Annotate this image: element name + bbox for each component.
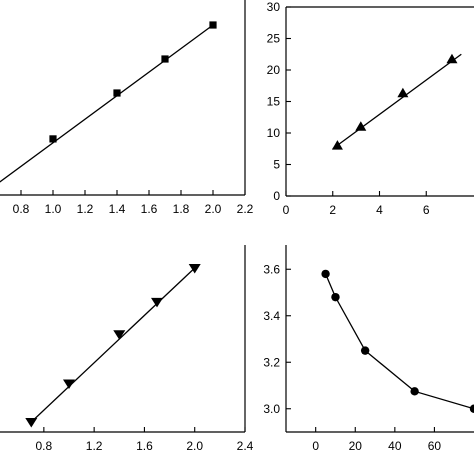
panel-a-x-tick-label: 1.8 <box>173 202 190 216</box>
panel-d-series-line <box>324 273 474 410</box>
panel-a: 0.8 1.0 1.2 1.4 1.6 1.8 2.0 2.2 <box>0 0 254 216</box>
panel-c: 0.8 1.2 1.6 2.0 2.4 <box>0 245 254 453</box>
panel-b-x-tick-label: 0 <box>283 203 290 217</box>
panel-c-x-tick-label: 2.0 <box>186 439 203 453</box>
panel-d-x-tick-label: 20 <box>349 439 363 453</box>
panel-d-y-tick-label: 3.2 <box>263 355 280 369</box>
panel-b-y-tick-label: 10 <box>267 126 281 140</box>
panel-a-data-point <box>209 21 217 29</box>
panel-c-data-point <box>188 264 201 274</box>
panel-d-data-point <box>331 292 340 302</box>
panel-b-y-tick-label: 20 <box>267 63 281 77</box>
panel-b-y-tick-label: 30 <box>267 0 281 14</box>
panel-d: 0 20 40 60 3.0 3.2 3.4 3.6 <box>263 245 474 453</box>
panel-c-x-tick-label: 1.6 <box>136 439 153 453</box>
panel-a-data-point <box>113 89 121 97</box>
panel-b-data-point <box>355 121 367 131</box>
panel-c-data-point <box>151 297 163 308</box>
panel-a-data-point <box>161 55 169 63</box>
panel-d-y-tick-label: 3.6 <box>263 262 280 276</box>
panel-b-x-tick-label: 2 <box>329 203 336 217</box>
panel-c-x-tick-label: 0.8 <box>36 439 53 453</box>
panel-a-x-tick-label: 1.2 <box>77 202 94 216</box>
panel-b-data-point <box>446 53 458 64</box>
panel-c-data-point <box>25 418 38 428</box>
panel-b-y-tick-label: 5 <box>273 158 280 172</box>
panel-c-data-point <box>113 330 126 340</box>
panel-b-x-tick-label: 6 <box>423 203 430 217</box>
panel-a-x-tick-label: 1.4 <box>109 202 126 216</box>
panel-b-y-tick-label: 0 <box>273 189 280 203</box>
panel-c-data-point <box>63 379 75 389</box>
panel-d-x-tick-label: 0 <box>312 439 319 453</box>
panel-c-x-tick-label: 2.4 <box>237 439 254 453</box>
panel-d-data-point <box>469 404 474 413</box>
panel-d-y-tick-label: 3.4 <box>263 309 280 323</box>
panel-c-fit-line <box>30 267 196 423</box>
panel-a-x-tick-label: 1.6 <box>141 202 158 216</box>
panel-b-data-point <box>331 140 343 150</box>
panel-b-data-point <box>397 87 409 98</box>
panel-b-y-tick-label: 25 <box>267 32 281 46</box>
panel-b: 0 2 4 6 0 5 10 15 20 25 30 <box>267 0 474 217</box>
panel-c-x-tick-label: 1.2 <box>86 439 103 453</box>
panel-b-x-tick-label: 4 <box>376 203 383 217</box>
panel-a-x-tick-label: 1.0 <box>45 202 62 216</box>
panel-a-data-point <box>49 135 57 143</box>
panel-d-x-tick-label: 40 <box>388 439 402 453</box>
panel-a-x-tick-label: 0.8 <box>13 202 30 216</box>
panel-d-data-point <box>360 346 370 355</box>
panel-a-fit-line <box>0 24 214 183</box>
panel-b-fit-line <box>332 53 462 150</box>
panel-d-y-tick-label: 3.0 <box>263 402 280 416</box>
panel-a-x-tick-label: 2.2 <box>237 202 254 216</box>
panel-d-x-tick-label: 60 <box>428 439 442 453</box>
panel-d-data-point <box>321 269 330 279</box>
panel-a-x-tick-label: 2.0 <box>205 202 222 216</box>
panel-b-y-tick-label: 15 <box>267 95 281 109</box>
panel-d-data-point <box>410 387 419 396</box>
